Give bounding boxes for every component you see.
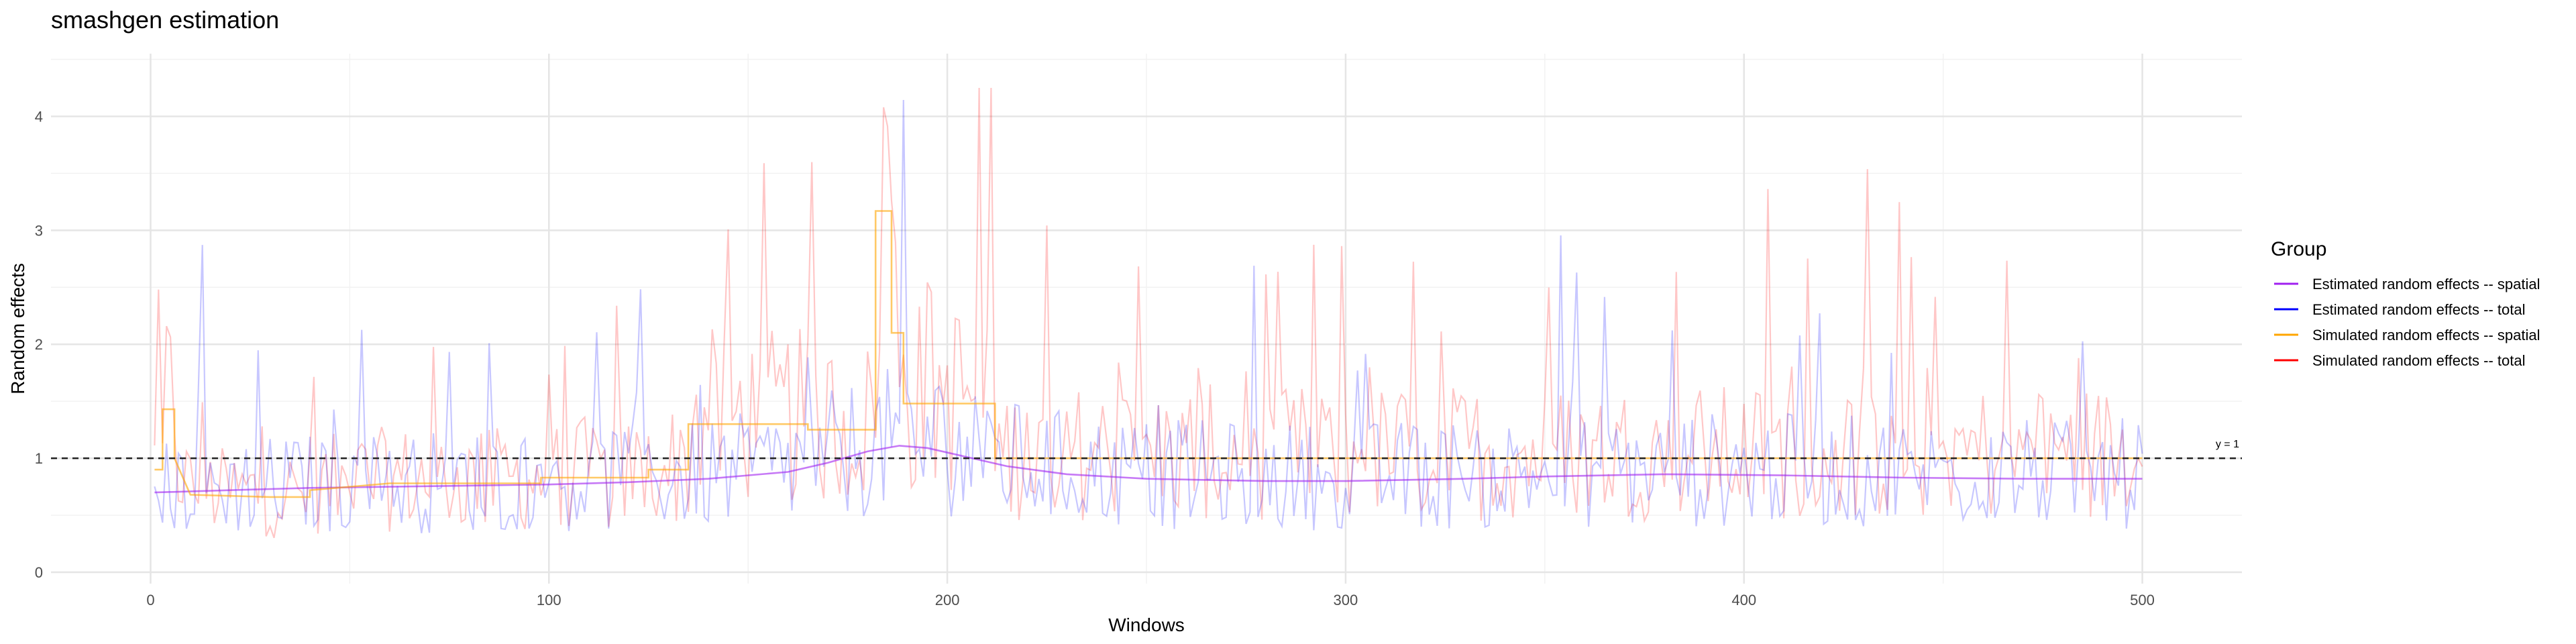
series-simulated-total-line [154, 87, 2143, 539]
x-tick-label: 100 [537, 592, 561, 608]
legend-label: Estimated random effects -- total [2312, 301, 2526, 318]
reference-line-label: y = 1 [2216, 439, 2239, 450]
reference-line: y = 1 [51, 439, 2242, 460]
y-tick-label: 2 [35, 336, 43, 353]
series-simulated-spatial-line [154, 210, 2143, 498]
legend-label: Simulated random effects -- spatial [2312, 327, 2540, 343]
x-axis-title: Windows [1108, 614, 1185, 635]
y-axis-title: Random effects [7, 263, 28, 394]
chart-title: smashgen estimation [51, 6, 279, 34]
x-tick-label: 500 [2130, 592, 2155, 608]
y-tick-label: 0 [35, 564, 43, 581]
y-tick-label: 3 [35, 222, 43, 239]
x-tick-label: 0 [146, 592, 154, 608]
x-tick-label: 200 [935, 592, 960, 608]
y-tick-label: 1 [35, 450, 43, 467]
legend: Group Estimated random effects -- spatia… [2271, 238, 2540, 369]
legend-title: Group [2271, 238, 2326, 260]
legend-label: Simulated random effects -- total [2312, 352, 2526, 369]
plot-series [154, 87, 2143, 539]
series-estimated-total-line [154, 99, 2143, 533]
y-tick-label: 4 [35, 108, 43, 125]
series-estimated-spatial-line [154, 445, 2143, 494]
legend-label: Estimated random effects -- spatial [2312, 276, 2540, 292]
x-tick-label: 400 [1731, 592, 1756, 608]
axis-ticks: 0 100 200 300 400 500 0 1 2 3 4 [35, 108, 2155, 608]
grid [51, 54, 2242, 584]
x-tick-label: 300 [1334, 592, 1358, 608]
